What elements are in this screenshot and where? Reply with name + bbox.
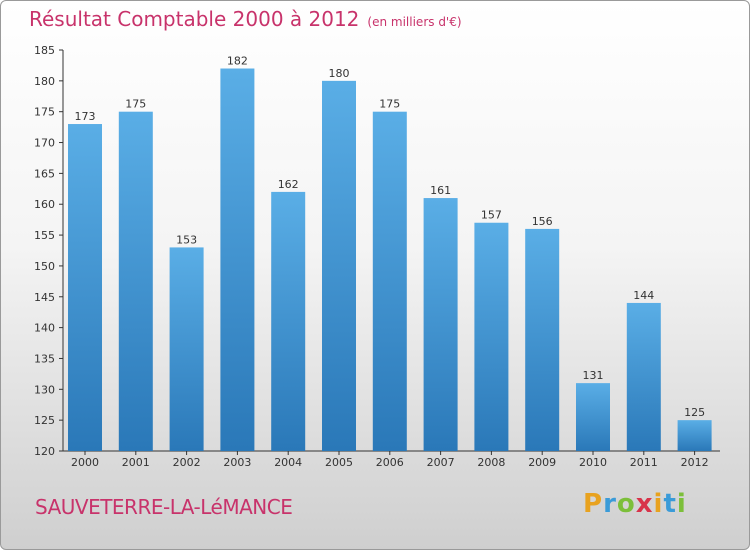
y-tick-label: 150 bbox=[34, 260, 55, 273]
y-tick-label: 125 bbox=[34, 414, 55, 427]
data-label: 125 bbox=[684, 406, 705, 419]
bar bbox=[474, 222, 509, 451]
bar bbox=[576, 383, 610, 451]
data-label: 156 bbox=[532, 215, 553, 228]
x-tick-label: 2007 bbox=[427, 456, 455, 469]
chart-unit: (en milliers d'€) bbox=[367, 15, 462, 29]
y-tick-label: 175 bbox=[34, 106, 55, 119]
y-tick-label: 165 bbox=[34, 167, 55, 180]
bar bbox=[372, 111, 407, 451]
logo-letter: i bbox=[653, 489, 664, 519]
bar bbox=[271, 191, 306, 451]
bar bbox=[118, 111, 153, 451]
x-tick-label: 2000 bbox=[71, 456, 99, 469]
bar bbox=[423, 198, 458, 451]
data-label: 144 bbox=[633, 289, 654, 302]
bar bbox=[626, 302, 661, 451]
bar bbox=[220, 68, 255, 451]
y-tick-label: 170 bbox=[34, 137, 55, 150]
bar bbox=[677, 420, 712, 451]
y-tick-label: 135 bbox=[34, 352, 55, 365]
data-label: 173 bbox=[75, 110, 96, 123]
logo-letter: x bbox=[635, 489, 654, 519]
y-tick-label: 145 bbox=[34, 291, 55, 304]
logo-letter: t bbox=[663, 489, 677, 519]
x-tick-label: 2006 bbox=[376, 456, 404, 469]
chart-title-text: Résultat Comptable 2000 à 2012 bbox=[29, 7, 360, 31]
y-tick-label: 140 bbox=[34, 322, 55, 335]
data-label: 182 bbox=[227, 55, 248, 68]
bar bbox=[68, 124, 102, 452]
x-tick-label: 2012 bbox=[681, 456, 709, 469]
x-tick-label: 2003 bbox=[223, 456, 251, 469]
commune-name: SAUVETERRE-LA-LéMANCE bbox=[35, 495, 293, 519]
data-label: 161 bbox=[430, 184, 451, 197]
bar bbox=[169, 247, 204, 451]
data-label: 157 bbox=[481, 209, 502, 222]
logo-letter: r bbox=[603, 489, 617, 519]
x-tick-label: 2005 bbox=[325, 456, 353, 469]
data-label: 162 bbox=[278, 178, 299, 191]
x-tick-label: 2004 bbox=[274, 456, 302, 469]
y-tick-label: 155 bbox=[34, 229, 55, 242]
data-label: 153 bbox=[176, 233, 197, 246]
data-label: 175 bbox=[125, 98, 146, 111]
y-tick-label: 120 bbox=[34, 445, 55, 458]
y-tick-label: 180 bbox=[34, 75, 55, 88]
bar bbox=[525, 228, 560, 451]
data-label: 131 bbox=[583, 369, 604, 382]
logo-letter: o bbox=[616, 489, 636, 519]
data-label: 180 bbox=[329, 67, 350, 80]
x-tick-label: 2008 bbox=[477, 456, 505, 469]
chart-title: Résultat Comptable 2000 à 2012 (en millie… bbox=[29, 7, 462, 31]
y-tick-label: 130 bbox=[34, 383, 55, 396]
x-tick-label: 2011 bbox=[630, 456, 658, 469]
logo-letter: i bbox=[676, 489, 687, 519]
x-tick-label: 2010 bbox=[579, 456, 607, 469]
bar bbox=[322, 80, 356, 451]
x-tick-label: 2001 bbox=[122, 456, 150, 469]
proxiti-logo: Proxiti bbox=[583, 489, 687, 519]
logo-letter: P bbox=[583, 489, 604, 519]
x-tick-label: 2009 bbox=[528, 456, 556, 469]
y-tick-label: 185 bbox=[34, 44, 55, 57]
x-tick-label: 2002 bbox=[173, 456, 201, 469]
y-tick-label: 160 bbox=[34, 198, 55, 211]
data-label: 175 bbox=[379, 98, 400, 111]
